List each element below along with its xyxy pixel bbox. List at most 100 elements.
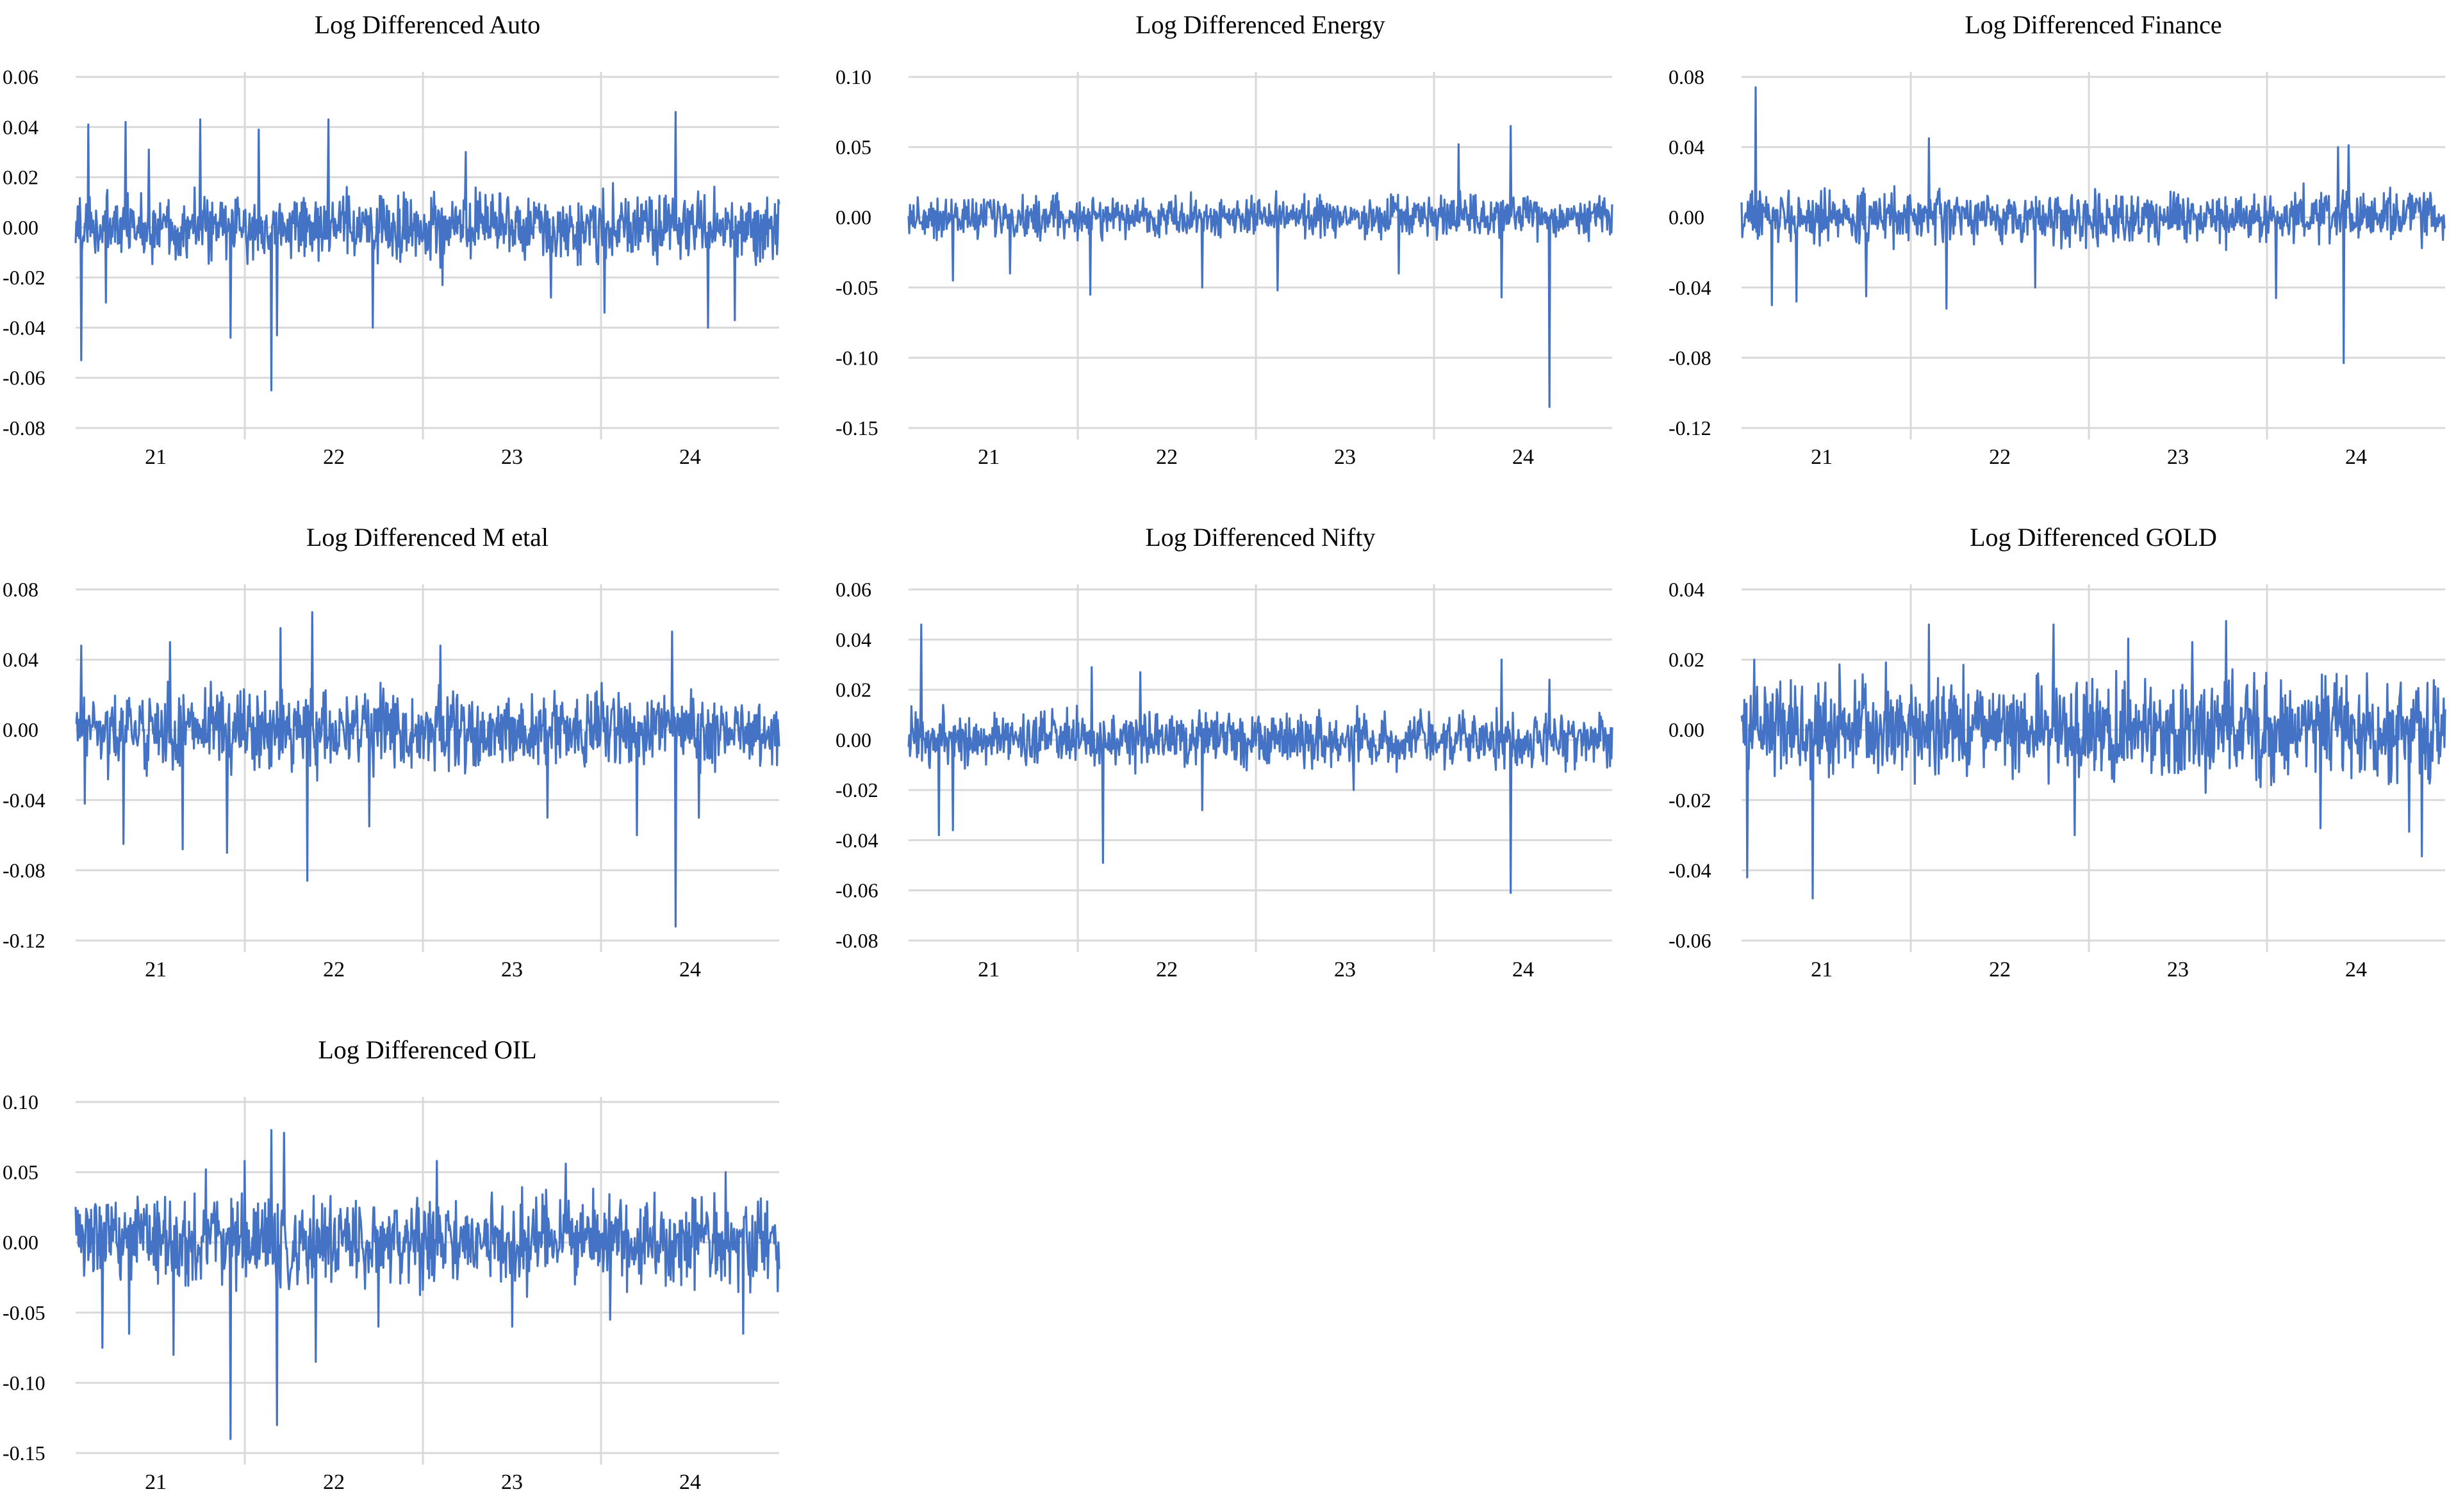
chart-panel-6: Log Differenced GOLD 0.04 0.02 0.00 -0.02 -0.… [1666, 513, 2456, 999]
x-tick-label: 22 [1989, 445, 2011, 469]
x-tick-label: 23 [501, 958, 523, 982]
chart-svg-6: Log Differenced GOLD 0.04 0.02 0.00 -0.02 -0.… [1669, 523, 2446, 982]
y-tick-label: -0.15 [836, 416, 878, 440]
x-tick-label: 22 [1156, 445, 1178, 469]
chart-title: Log Differenced Auto [315, 10, 540, 39]
x-tick-label: 23 [501, 445, 523, 469]
y-tick-label: -0.05 [3, 1301, 45, 1324]
x-tick-label: 24 [2345, 958, 2367, 982]
y-tick-label: 0.04 [836, 628, 871, 651]
x-tick-label: 22 [1156, 958, 1178, 982]
y-tick-label: 0.02 [3, 166, 38, 189]
y-tick-label: 0.08 [3, 578, 38, 601]
series-line [907, 125, 1613, 408]
y-tick-label: 0.10 [836, 65, 871, 88]
y-tick-label: 0.04 [3, 115, 38, 138]
x-tick-label: 23 [1334, 958, 1356, 982]
chart-panel-1: Log Differenced Auto 0.06 0.04 0.02 0.00 -0.0… [0, 0, 807, 487]
x-tick-label: 24 [679, 445, 701, 469]
x-tick-label: 22 [1989, 958, 2011, 982]
y-tick-label: -0.08 [3, 859, 45, 882]
y-tick-label: 0.00 [3, 216, 38, 239]
y-tick-label: -0.08 [1669, 346, 1711, 369]
y-tick-label: 0.05 [836, 136, 871, 159]
chart-panel-4: Log Differenced M etal 0.08 0.04 0.00 -0.04 -… [0, 513, 807, 999]
chart-title: Log Differenced Finance [1965, 10, 2221, 39]
x-tick-label: 21 [978, 958, 1000, 982]
y-tick-label: 0.06 [836, 578, 871, 601]
x-tick-label: 21 [145, 958, 167, 982]
series-line [74, 111, 780, 391]
y-tick-label: 0.08 [1669, 65, 1704, 88]
chart-title: Log Differenced OIL [318, 1035, 536, 1064]
y-tick-label: 0.00 [3, 718, 38, 741]
series-line [74, 1129, 780, 1440]
series-line [75, 611, 780, 928]
y-tick-label: 0.04 [1669, 136, 1704, 159]
y-tick-label: 0.10 [3, 1090, 38, 1113]
x-tick-label: 23 [2167, 958, 2189, 982]
chart-svg-4: Log Differenced M etal 0.08 0.04 0.00 -0.04 -… [3, 523, 780, 982]
y-tick-label: 0.02 [836, 678, 871, 702]
y-tick-label: 0.02 [1669, 648, 1704, 671]
chart-title: Log Differenced Energy [1135, 10, 1385, 39]
chart-panel-5: Log Differenced Nifty 0.06 0.04 0.02 0.00 -0.… [833, 513, 1640, 999]
y-tick-label: -0.04 [1669, 859, 1711, 882]
x-tick-label: 23 [1334, 445, 1356, 469]
x-tick-label: 24 [1512, 958, 1534, 982]
y-tick-label: -0.02 [3, 266, 45, 289]
y-tick-label: 0.00 [836, 206, 871, 229]
x-tick-label: 24 [679, 958, 701, 982]
chart-panel-2: Log Differenced Energy 0.10 0.05 0.00 -0.05 -… [833, 0, 1640, 487]
y-tick-label: -0.02 [1669, 789, 1711, 812]
y-tick-label: -0.05 [836, 276, 878, 299]
chart-svg-7: Log Differenced OIL 0.10 0.05 0.00 -0.05 -0.1… [3, 1035, 780, 1494]
y-tick-label: -0.08 [3, 416, 45, 440]
chart-title: Log Differenced Nifty [1145, 523, 1375, 552]
x-tick-label: 21 [145, 1470, 167, 1494]
y-tick-label: 0.04 [3, 648, 38, 671]
chart-svg-2: Log Differenced Energy 0.10 0.05 0.00 -0.05 -… [836, 10, 1613, 469]
y-tick-label: -0.02 [836, 778, 878, 801]
y-tick-label: -0.04 [836, 828, 878, 851]
y-tick-label: -0.08 [836, 929, 878, 952]
y-tick-label: -0.10 [3, 1371, 45, 1394]
chart-svg-5: Log Differenced Nifty 0.06 0.04 0.02 0.00 -0.… [836, 523, 1613, 982]
y-tick-label: 0.00 [836, 728, 871, 752]
chart-title: Log Differenced GOLD [1970, 523, 2217, 552]
y-tick-label: 0.00 [3, 1231, 38, 1254]
x-tick-label: 21 [1811, 958, 1833, 982]
y-tick-label: -0.06 [836, 879, 878, 902]
chart-panel-3: Log Differenced Finance 0.08 0.04 0.00 -0.04… [1666, 0, 2456, 487]
chart-panel-7: Log Differenced OIL 0.10 0.05 0.00 -0.05 -0.1… [0, 1025, 807, 1512]
x-tick-label: 21 [145, 445, 167, 469]
y-tick-label: -0.04 [1669, 276, 1711, 299]
y-tick-label: -0.12 [3, 929, 45, 952]
y-tick-label: -0.15 [3, 1442, 45, 1465]
x-tick-label: 24 [679, 1470, 701, 1494]
y-tick-label: 0.04 [1669, 578, 1704, 601]
series-line [907, 623, 1613, 894]
y-tick-label: -0.10 [836, 346, 878, 369]
series-line [1740, 86, 2446, 365]
y-tick-label: -0.04 [3, 316, 45, 339]
y-tick-label: -0.12 [1669, 416, 1711, 440]
x-tick-label: 24 [2345, 445, 2367, 469]
y-tick-label: 0.00 [1669, 718, 1704, 741]
x-tick-label: 22 [323, 1470, 345, 1494]
series-line [1740, 620, 2446, 900]
x-tick-label: 22 [323, 445, 345, 469]
y-tick-label: -0.04 [3, 789, 45, 812]
x-tick-label: 24 [1512, 445, 1534, 469]
y-tick-label: 0.06 [3, 65, 38, 88]
chart-svg-3: Log Differenced Finance 0.08 0.04 0.00 -0.04… [1669, 10, 2446, 469]
y-tick-label: 0.05 [3, 1161, 38, 1184]
y-tick-label: 0.00 [1669, 206, 1704, 229]
x-tick-label: 23 [2167, 445, 2189, 469]
x-tick-label: 22 [323, 958, 345, 982]
x-tick-label: 21 [978, 445, 1000, 469]
y-tick-label: -0.06 [3, 366, 45, 390]
chart-title: Log Differenced M etal [306, 523, 548, 552]
x-tick-label: 23 [501, 1470, 523, 1494]
